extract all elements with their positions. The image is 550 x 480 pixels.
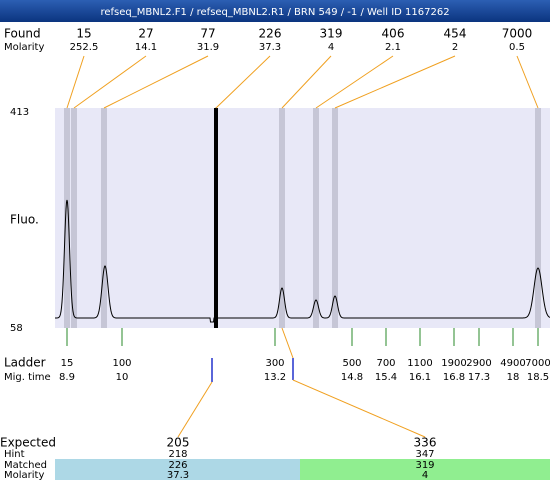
mig-time-value: 15.4 (375, 372, 397, 383)
found-value: 77 (200, 27, 215, 41)
connector (516, 55, 539, 109)
molarity-value: 2.1 (385, 42, 401, 53)
peak-band (313, 108, 319, 328)
mig-time-value: 17.3 (468, 372, 490, 383)
plot-area (55, 108, 550, 328)
peak-band (279, 108, 285, 328)
y-min-label: 58 (10, 323, 23, 334)
mig-time-value: 18.5 (527, 372, 549, 383)
ladder-size: 300 (265, 358, 284, 369)
y-max-label: 413 (10, 107, 29, 118)
connector (103, 55, 209, 109)
expected-value: 336 (414, 436, 437, 450)
connector (177, 381, 213, 438)
molarity-value: 14.1 (135, 42, 157, 53)
molarity-label: Molarity (4, 470, 44, 480)
peak-band (64, 108, 70, 328)
mig-time-value: 16.8 (443, 372, 465, 383)
peak-band (535, 108, 541, 328)
found-value: 27 (138, 27, 153, 41)
mig-time-value: 10 (116, 372, 129, 383)
ladder-size: 1900 (441, 358, 466, 369)
mig-time-value: 18 (507, 372, 520, 383)
matched-molarity-value: 37.3 (167, 470, 189, 480)
molarity-value: 37.3 (259, 42, 281, 53)
trace (55, 107, 550, 329)
connector (334, 55, 456, 109)
molarity-label: Molarity (4, 42, 44, 53)
ladder-size: 4900 (500, 358, 525, 369)
mig-time-value: 14.8 (341, 372, 363, 383)
ladder-size: 1100 (407, 358, 432, 369)
ladder-size: 2900 (466, 358, 491, 369)
ladder-size: 100 (112, 358, 131, 369)
found-value: 454 (444, 27, 467, 41)
mig-time-value: 13.2 (264, 372, 286, 383)
connector (281, 327, 294, 359)
connector (215, 55, 271, 109)
molarity-value: 2 (452, 42, 458, 53)
hint-label: Hint (4, 449, 25, 460)
molarity-value: 31.9 (197, 42, 219, 53)
matched-value: 226 (168, 460, 187, 471)
matched-label: Matched (4, 460, 47, 471)
title-bar (0, 0, 550, 22)
connector (73, 55, 147, 109)
matched-band (300, 459, 550, 480)
peak-band (71, 108, 77, 328)
expected-value: 205 (167, 436, 190, 450)
ladder-label: Ladder (4, 356, 46, 370)
found-value: 7000 (502, 27, 533, 41)
matched-molarity-value: 4 (422, 470, 428, 480)
found-value: 15 (76, 27, 91, 41)
hint-value: 347 (415, 449, 434, 460)
ladder-size: 15 (61, 358, 74, 369)
matched-band (55, 459, 300, 480)
found-value: 319 (320, 27, 343, 41)
found-value: 226 (259, 27, 282, 41)
ladder-size: 700 (376, 358, 395, 369)
molarity-value: 0.5 (509, 42, 525, 53)
y-axis-label: Fluo. (10, 213, 39, 227)
peak-band (332, 108, 338, 328)
connector (66, 55, 85, 109)
expected-label: Expected (0, 436, 56, 450)
molarity-value: 4 (328, 42, 334, 53)
found-label: Found (4, 27, 41, 41)
title: refseq_MBNL2.F1 / refseq_MBNL2.R1 / BRN … (100, 7, 449, 18)
matched-value: 319 (415, 460, 434, 471)
mig-time-value: 8.9 (59, 372, 75, 383)
connector (281, 55, 332, 109)
found-value: 406 (382, 27, 405, 41)
connector (315, 55, 394, 109)
connector (292, 379, 426, 438)
mig-time-value: 16.1 (409, 372, 431, 383)
peak-band (101, 108, 107, 328)
ladder-size: 7000 (525, 358, 550, 369)
ladder-size: 500 (342, 358, 361, 369)
molarity-value: 252.5 (70, 42, 99, 53)
hint-value: 218 (168, 449, 187, 460)
mig-time-label: Mig. time (4, 372, 51, 383)
